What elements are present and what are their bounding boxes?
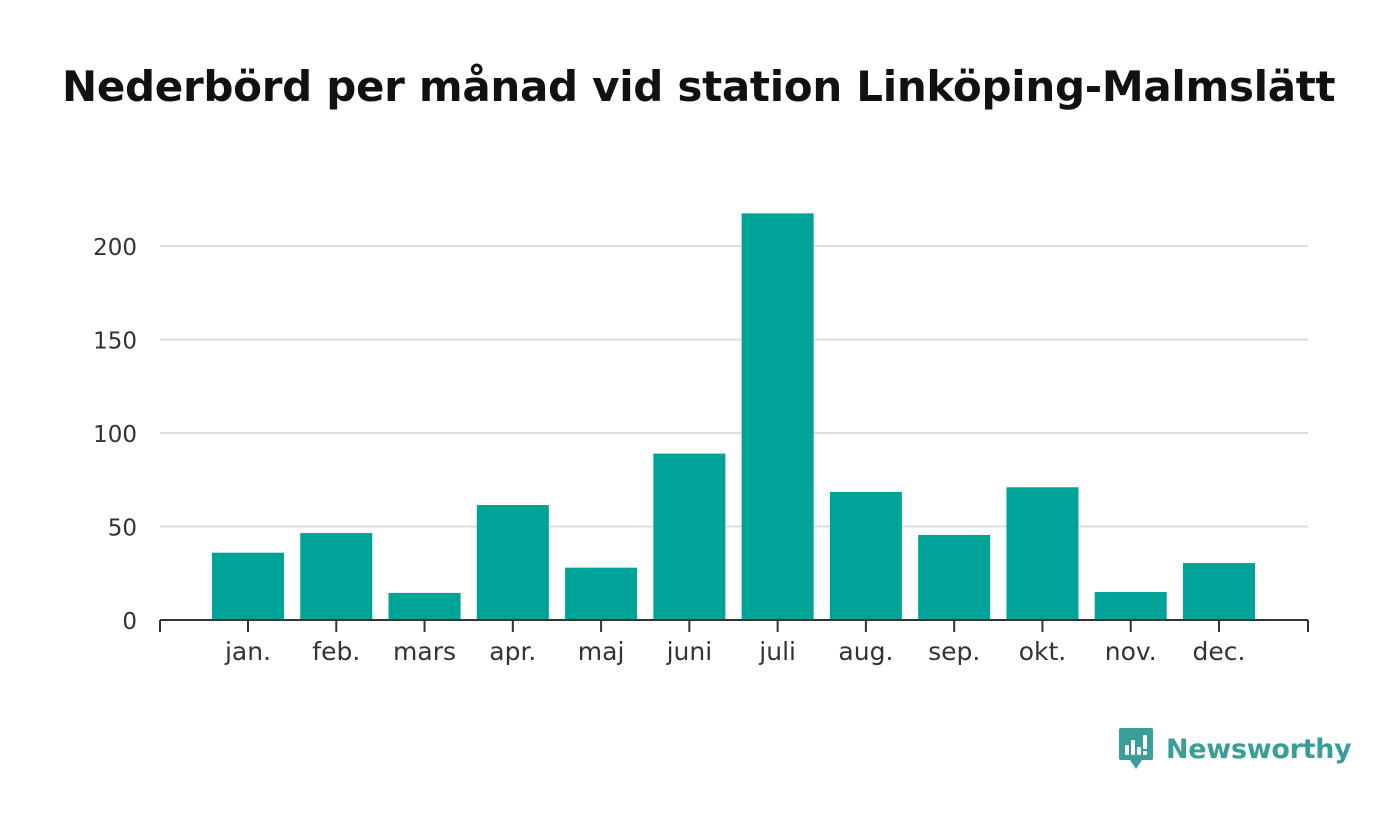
x-tick-label: sep. xyxy=(928,637,980,666)
x-tick-label: maj xyxy=(578,637,625,666)
x-tick-label: aug. xyxy=(838,637,893,666)
x-tick-label: juli xyxy=(758,637,796,666)
bar xyxy=(1183,562,1255,620)
bar xyxy=(565,567,638,620)
x-tick-label: feb. xyxy=(312,637,360,666)
y-tick-label: 150 xyxy=(93,329,137,355)
bars xyxy=(212,213,1255,620)
x-tick-label: apr. xyxy=(489,637,536,666)
bar xyxy=(918,534,991,620)
y-tick-label: 50 xyxy=(108,516,137,542)
y-tick-label: 0 xyxy=(122,609,137,635)
y-tick-label: 200 xyxy=(93,235,137,261)
bar xyxy=(829,491,902,620)
bar xyxy=(1094,591,1167,620)
x-tick-label: dec. xyxy=(1193,637,1246,666)
x-tick-label: nov. xyxy=(1105,637,1157,666)
bar xyxy=(388,592,461,620)
tick-labels: 0 50 100 150 200 jan. feb. mars apr. maj juni juli a… xyxy=(93,235,1245,666)
axes xyxy=(159,619,1309,632)
x-tick-label: okt. xyxy=(1019,637,1067,666)
bar xyxy=(300,533,373,620)
x-tick-label: mars xyxy=(393,637,456,666)
y-tick-label: 100 xyxy=(93,422,137,448)
brand-logo: Newsworthy xyxy=(1118,727,1352,771)
gridlines xyxy=(160,245,1308,528)
bar xyxy=(741,213,814,620)
x-tick-label: jan. xyxy=(224,637,271,666)
newsworthy-logo-icon xyxy=(1119,728,1153,769)
chart-title: Nederbörd per månad vid station Linköpin… xyxy=(62,62,1336,111)
brand-name: Newsworthy xyxy=(1166,733,1352,765)
bar-chart: 0 50 100 150 200 jan. feb. mars apr. maj juni juli a… xyxy=(93,213,1309,666)
bar xyxy=(1006,487,1079,620)
x-tick-label: juni xyxy=(666,637,713,666)
bar xyxy=(212,552,284,620)
bar xyxy=(653,453,726,620)
bar xyxy=(476,505,549,620)
